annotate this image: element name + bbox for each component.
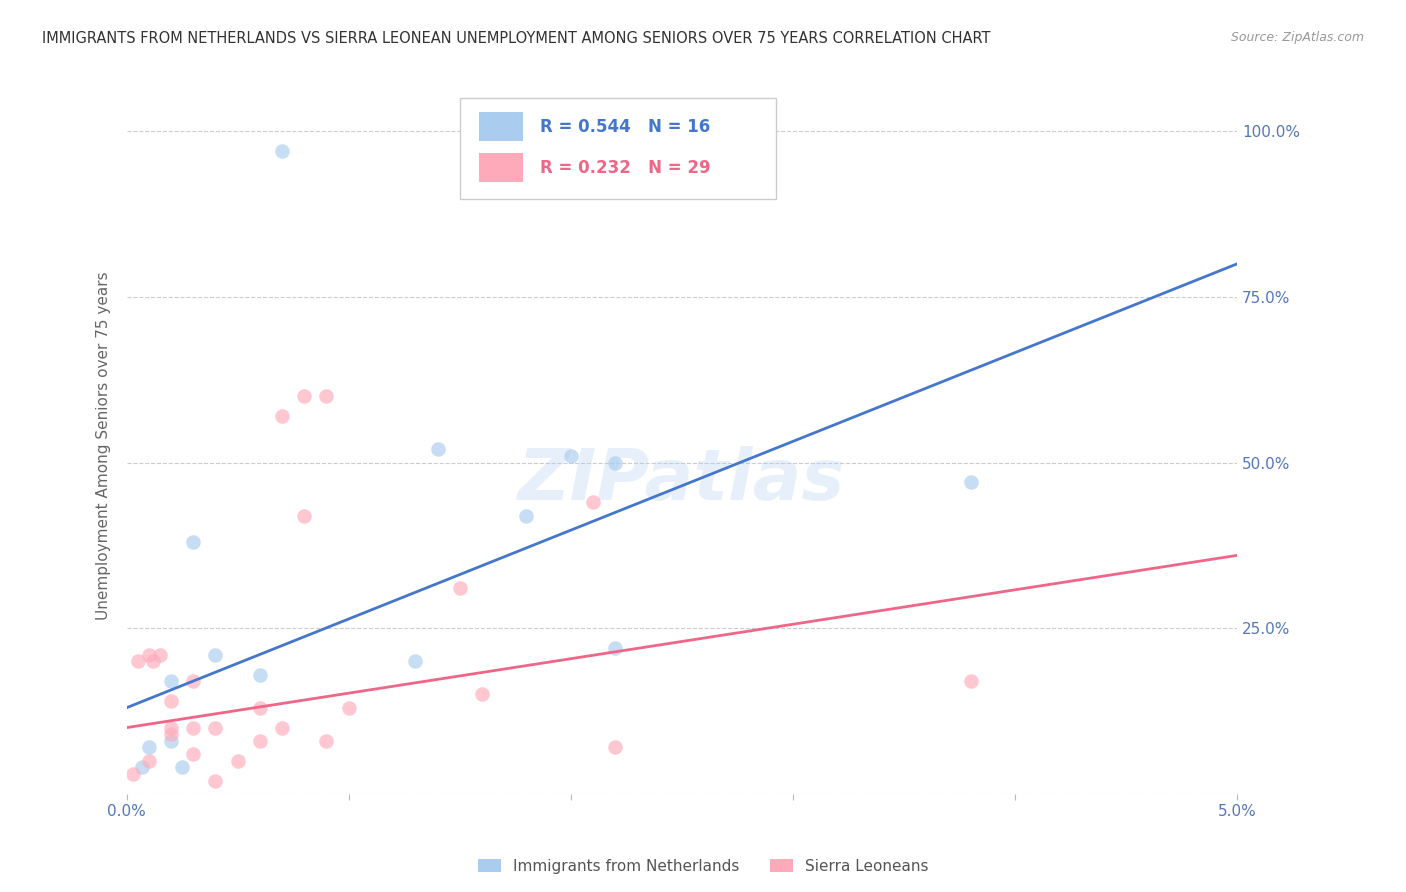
- Point: [160, 721, 183, 735]
- Point: [181, 674, 204, 689]
- Point: [959, 674, 981, 689]
- Point: [315, 389, 337, 403]
- Point: [582, 495, 605, 509]
- Point: [315, 734, 337, 748]
- FancyBboxPatch shape: [460, 98, 776, 199]
- Point: [471, 688, 494, 702]
- Point: [160, 734, 183, 748]
- Point: [404, 654, 426, 668]
- Point: [131, 760, 153, 774]
- Point: [172, 760, 194, 774]
- Legend: Immigrants from Netherlands, Sierra Leoneans: Immigrants from Netherlands, Sierra Leon…: [471, 853, 935, 880]
- Point: [337, 700, 360, 714]
- Point: [127, 654, 149, 668]
- Point: [204, 773, 226, 788]
- Point: [181, 721, 204, 735]
- Point: [515, 508, 537, 523]
- Text: ZIPatlas: ZIPatlas: [519, 446, 845, 516]
- Point: [142, 654, 165, 668]
- Bar: [478, 153, 523, 182]
- Point: [204, 648, 226, 662]
- Point: [426, 442, 449, 457]
- Point: [271, 721, 294, 735]
- Point: [959, 475, 981, 490]
- Point: [181, 535, 204, 549]
- Point: [449, 582, 471, 596]
- Point: [271, 409, 294, 424]
- Point: [249, 667, 271, 681]
- Text: Source: ZipAtlas.com: Source: ZipAtlas.com: [1230, 31, 1364, 45]
- Point: [560, 449, 582, 463]
- Point: [160, 727, 183, 741]
- Point: [249, 734, 271, 748]
- Text: R = 0.232   N = 29: R = 0.232 N = 29: [540, 159, 710, 177]
- Point: [249, 700, 271, 714]
- Point: [138, 648, 160, 662]
- Point: [271, 144, 294, 158]
- Point: [160, 694, 183, 708]
- Point: [605, 456, 627, 470]
- Point: [160, 674, 183, 689]
- Point: [204, 721, 226, 735]
- Point: [149, 648, 172, 662]
- Point: [138, 740, 160, 755]
- Point: [181, 747, 204, 761]
- Point: [605, 641, 627, 656]
- Point: [292, 389, 315, 403]
- Text: IMMIGRANTS FROM NETHERLANDS VS SIERRA LEONEAN UNEMPLOYMENT AMONG SENIORS OVER 75: IMMIGRANTS FROM NETHERLANDS VS SIERRA LE…: [42, 31, 991, 46]
- Point: [605, 740, 627, 755]
- Y-axis label: Unemployment Among Seniors over 75 years: Unemployment Among Seniors over 75 years: [96, 272, 111, 620]
- Point: [292, 508, 315, 523]
- Point: [226, 754, 249, 768]
- Text: R = 0.544   N = 16: R = 0.544 N = 16: [540, 118, 710, 136]
- Point: [138, 754, 160, 768]
- Bar: [478, 112, 523, 141]
- Point: [122, 767, 145, 781]
